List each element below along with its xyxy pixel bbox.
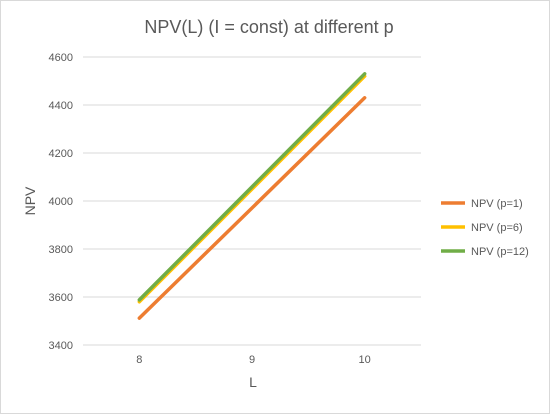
y-tick-label: 4000 <box>49 196 73 208</box>
chart-title: NPV(L) (I = const) at different p <box>144 17 393 37</box>
y-tick-label: 4200 <box>49 148 73 160</box>
y-tick-label: 4600 <box>49 52 73 64</box>
legend-label: NPV (p=6) <box>471 222 523 234</box>
y-tick-labels: 3400 3600 3800 4000 4200 4400 4600 <box>49 52 73 352</box>
y-tick-label: 3600 <box>49 292 73 304</box>
gridlines <box>83 56 421 346</box>
x-tick-label: 8 <box>136 354 142 366</box>
y-tick-label: 3400 <box>49 340 73 352</box>
y-axis-title: NPV <box>22 186 38 215</box>
y-tick-label: 4400 <box>49 100 73 112</box>
x-tick-label: 10 <box>359 354 371 366</box>
x-tick-labels: 8 9 10 <box>136 354 371 366</box>
x-axis-title: L <box>249 374 257 390</box>
x-tick-label: 9 <box>249 354 255 366</box>
series-line-3 <box>137 72 367 302</box>
legend-label: NPV (p=1) <box>471 198 523 210</box>
y-tick-label: 3800 <box>49 244 73 256</box>
legend-label: NPV (p=12) <box>471 246 529 258</box>
series-line-1 <box>137 96 367 320</box>
series-lines <box>137 72 367 320</box>
legend: NPV (p=1) NPV (p=6) NPV (p=12) <box>441 198 529 258</box>
